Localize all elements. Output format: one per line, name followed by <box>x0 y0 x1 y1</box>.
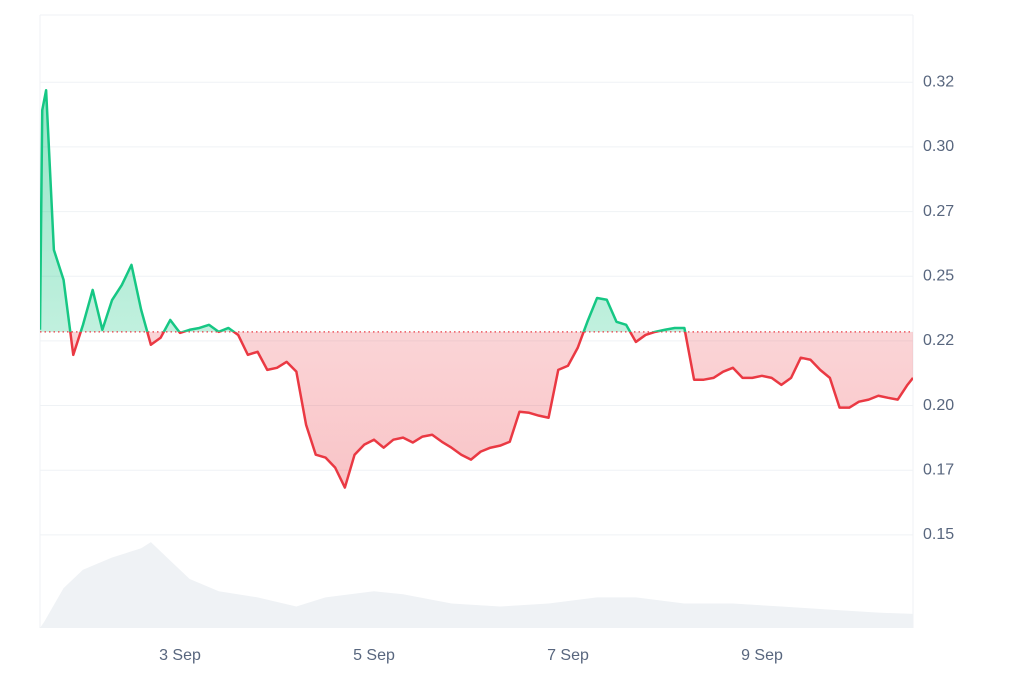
y-tick-label: 0.25 <box>923 267 954 284</box>
y-tick-label: 0.20 <box>923 397 954 414</box>
y-tick-label: 0.15 <box>923 526 954 543</box>
x-tick-label: 7 Sep <box>547 647 589 664</box>
price-line-above <box>40 89 687 332</box>
y-tick-label: 0.22 <box>923 332 954 349</box>
y-tick-label: 0.32 <box>923 73 954 90</box>
x-tick-label: 3 Sep <box>159 647 201 664</box>
volume-area <box>40 542 913 628</box>
x-tick-label: 5 Sep <box>353 647 395 664</box>
x-tick-label: 9 Sep <box>741 647 783 664</box>
y-tick-label: 0.27 <box>923 203 954 220</box>
y-tick-label: 0.30 <box>923 138 954 155</box>
y-tick-label: 0.17 <box>923 461 954 478</box>
price-line-below <box>69 331 913 489</box>
area-below <box>40 331 913 488</box>
